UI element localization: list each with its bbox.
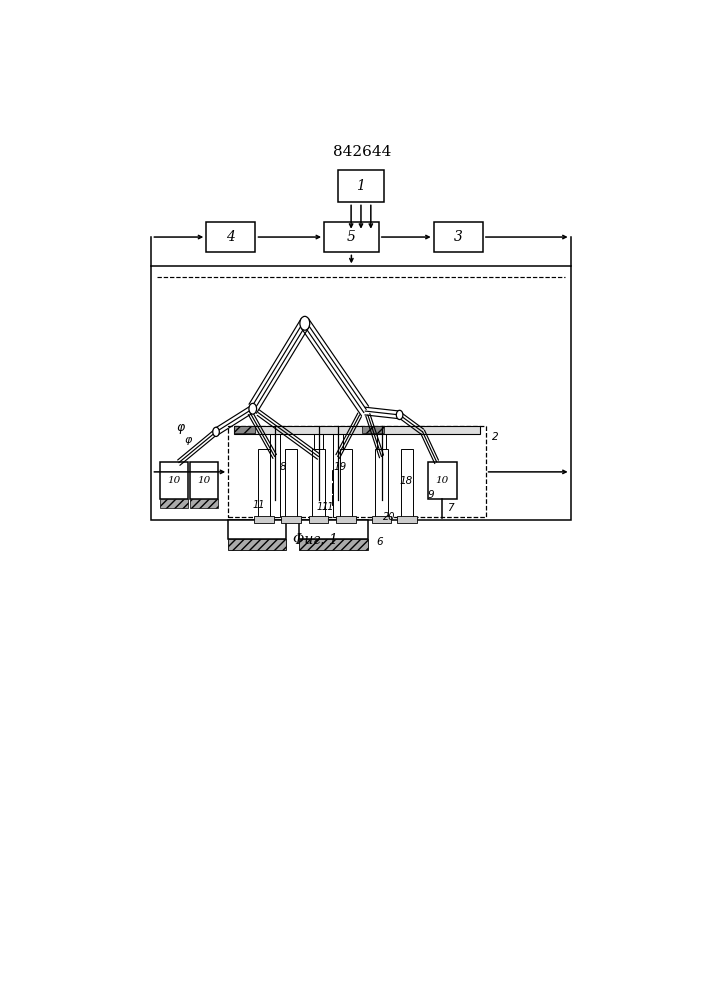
Text: 1: 1 [356, 179, 366, 193]
Bar [363, 426, 385, 433]
Bar [285, 449, 297, 517]
Circle shape [249, 403, 257, 414]
Bar [206, 222, 255, 252]
Bar [332, 495, 343, 505]
Bar [376, 495, 387, 505]
Text: 5: 5 [347, 230, 356, 244]
Bar [313, 483, 324, 493]
Bar [269, 495, 280, 505]
Text: φ: φ [176, 422, 185, 434]
Bar [269, 470, 280, 480]
Text: 11: 11 [252, 500, 265, 510]
Text: 4: 4 [226, 230, 235, 244]
Text: 8: 8 [279, 462, 286, 472]
Bar [428, 462, 457, 499]
Bar [257, 449, 270, 517]
Bar [376, 483, 387, 493]
Bar [333, 426, 343, 517]
Bar [228, 426, 486, 517]
Bar [338, 170, 385, 202]
Text: 10: 10 [168, 476, 180, 485]
Bar [151, 266, 571, 520]
Bar [376, 470, 387, 480]
Bar [402, 449, 414, 517]
Circle shape [397, 410, 403, 420]
Text: 6: 6 [376, 537, 382, 547]
Bar [375, 449, 387, 517]
Text: 10: 10 [197, 476, 211, 485]
Bar [332, 470, 343, 480]
Text: 19: 19 [334, 462, 347, 472]
Bar [160, 462, 188, 499]
Bar [372, 516, 392, 523]
Text: 11: 11 [317, 502, 329, 512]
Bar [269, 483, 280, 493]
Bar [254, 516, 274, 523]
Bar [299, 520, 368, 539]
Bar [228, 539, 286, 550]
Bar [324, 222, 379, 252]
Bar [233, 426, 255, 433]
Text: Φиг. 1: Φиг. 1 [293, 533, 338, 547]
Bar [233, 426, 480, 434]
Bar [433, 222, 483, 252]
Bar [312, 449, 325, 517]
Text: 3: 3 [454, 230, 462, 244]
Bar [189, 462, 218, 499]
Bar [377, 426, 387, 517]
Bar [309, 516, 328, 523]
Bar [160, 499, 188, 508]
Bar [313, 470, 324, 480]
Text: 7: 7 [447, 503, 453, 513]
Circle shape [213, 427, 219, 436]
Bar [314, 426, 323, 517]
Bar [270, 426, 279, 517]
Bar [228, 520, 286, 539]
Bar [340, 449, 352, 517]
Text: 18: 18 [399, 476, 413, 486]
Text: 10: 10 [436, 476, 449, 485]
Bar [313, 495, 324, 505]
Text: 2: 2 [492, 432, 499, 442]
Bar [332, 483, 343, 493]
Bar [397, 516, 417, 523]
Bar [281, 516, 301, 523]
Bar [336, 516, 356, 523]
Text: φ: φ [185, 435, 192, 445]
Circle shape [300, 316, 310, 330]
Bar [299, 539, 368, 550]
Text: 20: 20 [382, 512, 395, 522]
Bar [189, 499, 218, 508]
Text: 842644: 842644 [333, 145, 392, 159]
Text: 9: 9 [428, 490, 434, 500]
Text: 11: 11 [321, 502, 334, 512]
